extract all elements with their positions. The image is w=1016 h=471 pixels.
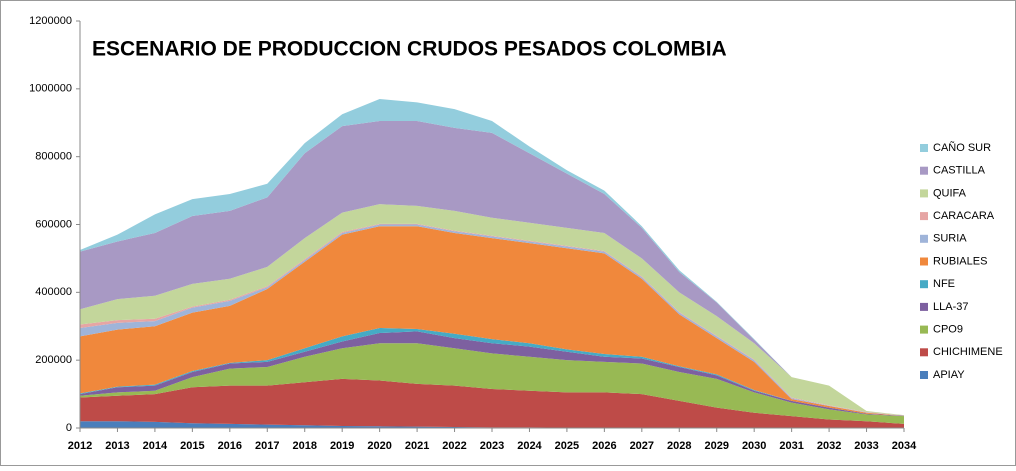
legend-label: RUBIALES [933, 255, 987, 267]
area [80, 226, 904, 416]
y-tick-label: 0 [66, 422, 72, 434]
legend-label: CAÑO SUR [933, 141, 991, 154]
x-tick-label: 2019 [330, 440, 354, 452]
legend-swatch [920, 302, 928, 311]
x-tick-label: 2031 [779, 440, 803, 452]
legend-label: APIAY [933, 369, 965, 381]
area [80, 331, 904, 417]
legend-label: CASTILLA [933, 165, 986, 177]
x-tick-label: 2028 [667, 440, 691, 452]
x-tick-label: 2014 [143, 440, 168, 452]
area [80, 121, 904, 416]
x-tick-label: 2018 [292, 440, 316, 452]
x-tick-label: 2025 [555, 440, 579, 452]
x-tick-label: 2022 [442, 440, 466, 452]
x-tick-label: 2013 [105, 440, 129, 452]
legend-swatch [920, 348, 928, 357]
legend-label: CPO9 [933, 324, 963, 336]
legend-swatch [920, 212, 928, 221]
x-tick-label: 2017 [255, 440, 279, 452]
legend-swatch [920, 325, 928, 334]
x-tick-label: 2026 [592, 440, 616, 452]
x-tick-label: 2034 [892, 440, 917, 452]
y-tick-label: 800000 [35, 151, 72, 163]
legend-swatch [920, 371, 928, 379]
legend-swatch [920, 257, 928, 266]
legend-label: LLA-37 [933, 301, 968, 313]
x-tick-label: 2027 [630, 440, 654, 452]
legend-label: CHICHIMENE [933, 346, 1003, 358]
x-tick-label: 2016 [218, 440, 242, 452]
legend-label: CARACARA [933, 210, 995, 222]
legend-label: SURIA [933, 233, 967, 245]
area [80, 421, 904, 428]
x-tick-label: 2015 [180, 440, 204, 452]
x-tick-label: 2032 [817, 440, 841, 452]
x-tick-label: 2029 [704, 440, 728, 452]
x-tick-label: 2023 [480, 440, 504, 452]
y-tick-label: 600000 [35, 218, 72, 230]
y-tick-label: 1200000 [29, 15, 72, 27]
y-tick-label: 400000 [35, 286, 72, 298]
chart-title: ESCENARIO DE PRODUCCION CRUDOS PESADOS C… [92, 38, 727, 61]
x-tick-label: 2021 [405, 440, 429, 452]
legend-swatch [920, 144, 928, 152]
x-tick-label: 2030 [742, 440, 766, 452]
legend-swatch [920, 189, 928, 198]
area [80, 378, 904, 428]
legend-label: NFE [933, 278, 955, 290]
x-tick-label: 2024 [517, 440, 542, 452]
legend-swatch [920, 234, 928, 243]
legend-label: QUIFA [933, 187, 967, 199]
y-tick-label: 1000000 [29, 83, 72, 95]
area [80, 343, 904, 424]
y-tick-label: 200000 [35, 354, 72, 366]
legend-swatch [920, 280, 928, 289]
x-tick-label: 2012 [68, 440, 92, 452]
legend-swatch [920, 166, 928, 175]
area [80, 204, 904, 416]
x-tick-label: 2020 [367, 440, 391, 452]
x-tick-label: 2033 [854, 440, 878, 452]
